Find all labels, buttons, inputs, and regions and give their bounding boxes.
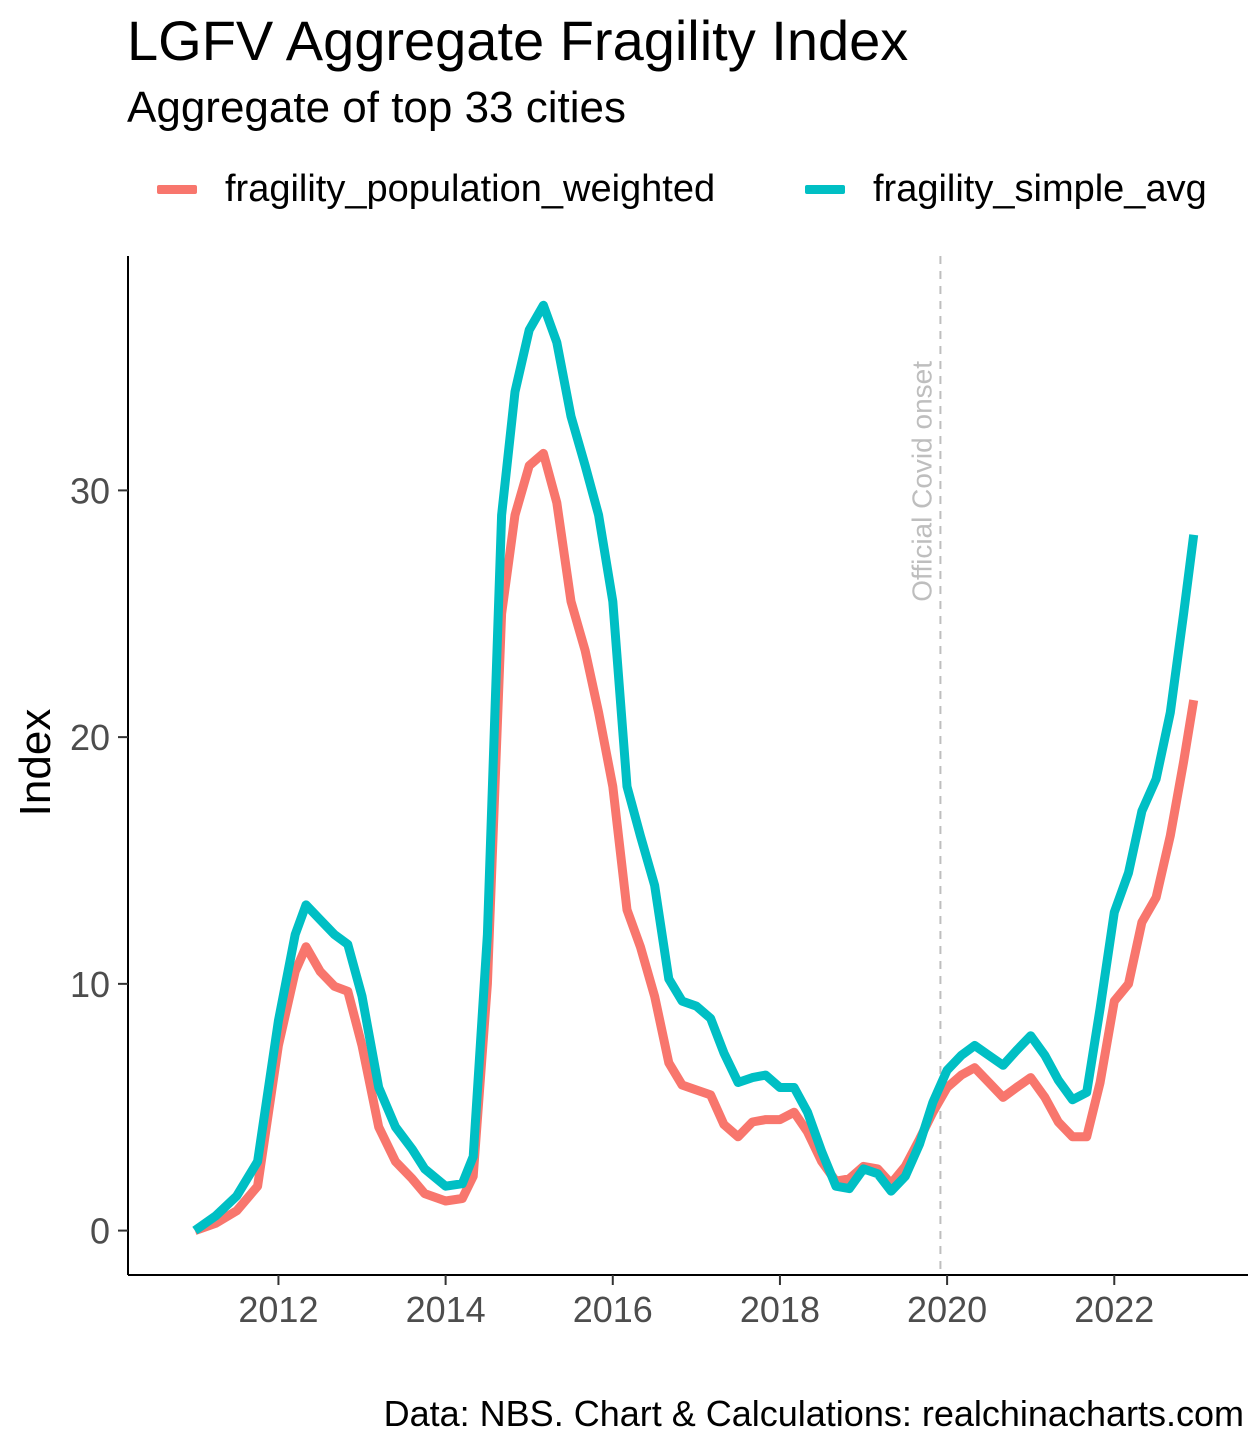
x-tick-label: 2012 — [238, 1289, 318, 1330]
y-tick-label: 10 — [70, 964, 110, 1005]
x-tick-label: 2022 — [1074, 1289, 1154, 1330]
series-lines — [192, 300, 1199, 1235]
series-line-fragility-simple-avg — [192, 300, 1199, 1235]
series-line-fragility-population-weighted — [193, 448, 1199, 1235]
x-tick-label: 2020 — [907, 1289, 987, 1330]
y-tick-label: 30 — [70, 470, 110, 511]
legend-label-population-weighted: fragility_population_weighted — [225, 168, 716, 210]
legend-key-population-weighted — [157, 185, 197, 194]
covid-annotation: Official Covid onset — [906, 256, 942, 1275]
covid-onset-label: Official Covid onset — [906, 361, 937, 602]
y-tick-label: 0 — [90, 1211, 110, 1252]
chart-subtitle: Aggregate of top 33 cities — [127, 83, 626, 132]
x-tick-label: 2018 — [740, 1289, 820, 1330]
y-axis-title: Index — [11, 709, 60, 817]
legend-key-simple-avg — [805, 185, 845, 194]
chart-title: LGFV Aggregate Fragility Index — [127, 9, 909, 72]
x-tick-label: 2016 — [573, 1289, 653, 1330]
chart-caption: Data: NBS. Chart & Calculations: realchi… — [383, 1393, 1244, 1434]
x-tick-label: 2014 — [406, 1289, 486, 1330]
axes: 2012 2014 2016 2018 2020 2022 0 10 20 30 Index — [11, 256, 1248, 1330]
y-tick-label: 20 — [70, 717, 110, 758]
legend-label-simple-avg: fragility_simple_avg — [873, 168, 1207, 210]
